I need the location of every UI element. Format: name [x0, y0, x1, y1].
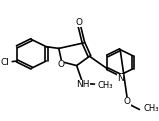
Text: CH₃: CH₃	[143, 104, 159, 113]
Text: O: O	[76, 19, 83, 27]
Text: NH: NH	[76, 80, 90, 89]
Text: Cl: Cl	[1, 58, 10, 67]
Text: CH₃: CH₃	[98, 81, 113, 90]
Text: O: O	[124, 97, 131, 106]
Text: N: N	[117, 74, 124, 83]
Text: O: O	[57, 60, 64, 69]
